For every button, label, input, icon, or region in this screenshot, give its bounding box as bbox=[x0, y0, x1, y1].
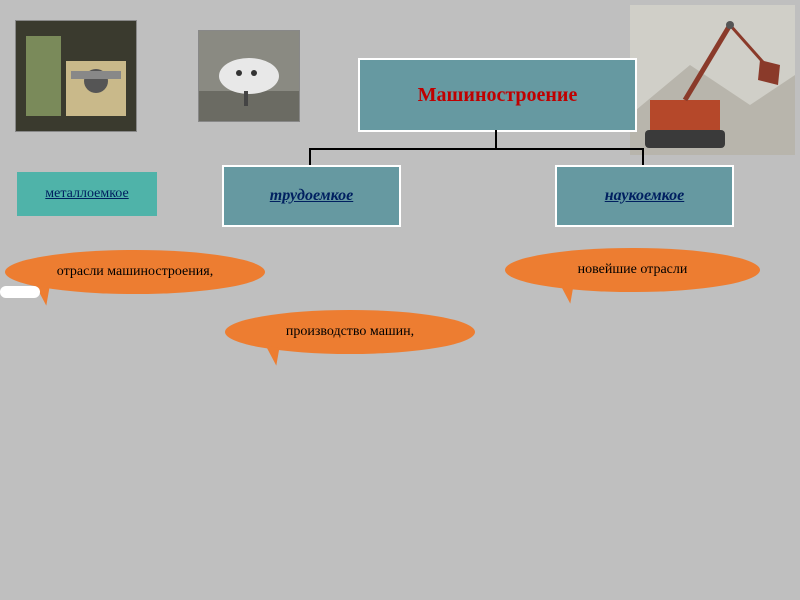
conn-left-drop bbox=[309, 148, 311, 165]
child-box-science: наукоемкое bbox=[555, 165, 734, 227]
metal-link-box[interactable]: металлоемкое bbox=[17, 172, 157, 216]
callout-newest: новейшие отрасли bbox=[505, 248, 760, 292]
img-excavator bbox=[630, 5, 795, 155]
callout-production-tail bbox=[257, 344, 280, 365]
callout-newest-tail bbox=[551, 282, 574, 303]
metal-link-label: металлоемкое bbox=[45, 186, 128, 202]
child-label-labor: трудоемкое bbox=[270, 187, 354, 205]
root-label: Машиностроение bbox=[418, 84, 578, 107]
conn-right-drop bbox=[642, 148, 644, 165]
child-box-labor: трудоемкое bbox=[222, 165, 401, 227]
callout-industries-white bbox=[0, 286, 40, 298]
excavator-icon bbox=[630, 5, 795, 155]
child-label-science: наукоемкое bbox=[605, 187, 685, 205]
callout-industries-label: отрасли машиностроения, bbox=[57, 264, 213, 280]
machining-icon bbox=[16, 21, 136, 131]
callout-newest-label: новейшие отрасли bbox=[578, 262, 688, 278]
conn-horiz bbox=[309, 148, 643, 150]
root-box: Машиностроение bbox=[358, 58, 637, 132]
img-aircraft bbox=[198, 30, 300, 122]
callout-production-label: производство машин, bbox=[286, 324, 414, 340]
img-machining bbox=[15, 20, 137, 132]
conn-trunk bbox=[495, 130, 497, 148]
aircraft-icon bbox=[199, 31, 299, 121]
